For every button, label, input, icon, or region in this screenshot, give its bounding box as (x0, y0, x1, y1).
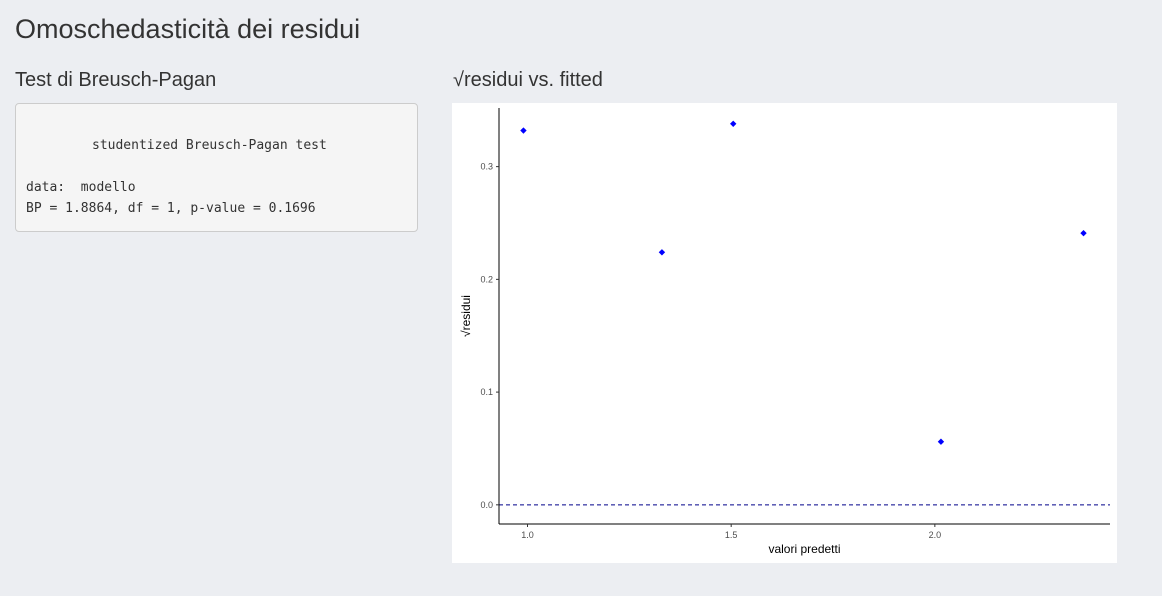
scatter-chart: 1.0 1.5 2.0 0.0 0.1 0.2 0.3 valori predetti √r… (459, 108, 1110, 556)
output-line-statistic: BP = 1.8864, df = 1, p-value = 0.1696 (26, 201, 316, 216)
residuals-vs-fitted-plot: 1.0 1.5 2.0 0.0 0.1 0.2 0.3 valori predetti √r… (452, 103, 1117, 563)
output-line-data: data: modello (26, 180, 136, 195)
x-tick-label: 1.5 (725, 530, 738, 540)
y-axis-title-text: √residui (459, 295, 473, 337)
data-point (520, 127, 527, 134)
data-point (937, 438, 945, 445)
data-point (658, 249, 666, 256)
breusch-pagan-section-title: Test di Breusch-Pagan (15, 69, 217, 91)
page-title: Omoschedasticità dei residui (15, 14, 361, 44)
y-tick-label: 0.3 (480, 162, 493, 172)
y-tick-label: 0.2 (480, 274, 493, 284)
y-tick-label: 0.0 (480, 500, 493, 510)
y-tick-label: 0.1 (480, 387, 493, 397)
tick-layer: 1.0 1.5 2.0 0.0 0.1 0.2 0.3 (480, 162, 941, 540)
y-axis-title: √residui (459, 295, 473, 337)
data-point (1080, 229, 1087, 237)
data-point (730, 120, 737, 127)
x-tick-label: 2.0 (929, 530, 942, 540)
output-line-blank (26, 114, 407, 135)
x-axis-title: valori predetti (768, 542, 840, 556)
data-points (520, 120, 1087, 445)
output-line-blank (26, 156, 407, 177)
breusch-pagan-output: studentized Breusch-Pagan test data: mode… (15, 103, 418, 232)
axes (498, 108, 1110, 525)
output-line-test-name: studentized Breusch-Pagan test (92, 138, 327, 153)
plot-section-title: √residui vs. fitted (453, 69, 603, 91)
x-tick-label: 1.0 (521, 530, 534, 540)
